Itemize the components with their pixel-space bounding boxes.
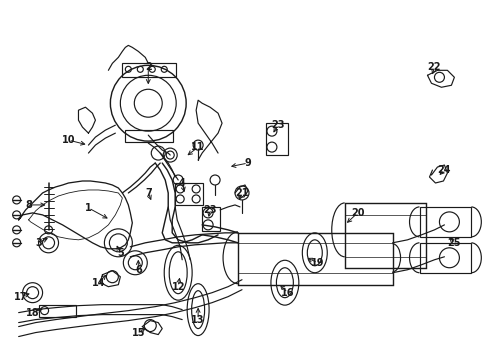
Text: 9: 9	[244, 158, 251, 168]
Text: 21: 21	[235, 188, 248, 198]
Text: 2: 2	[144, 62, 151, 72]
Text: 25: 25	[447, 238, 460, 248]
Bar	[202, 207, 220, 231]
Bar	[125, 130, 173, 142]
Text: 8: 8	[25, 200, 32, 210]
Text: 19: 19	[310, 258, 324, 268]
Text: 3: 3	[35, 238, 42, 248]
Text: 18: 18	[26, 308, 40, 318]
Text: 24: 24	[437, 165, 450, 175]
Bar	[175, 183, 203, 205]
Text: 16: 16	[281, 288, 294, 298]
Text: 22: 22	[427, 62, 440, 72]
Text: 6: 6	[135, 265, 142, 275]
Bar	[238, 233, 392, 285]
Text: 15: 15	[131, 328, 145, 338]
Text: 17: 17	[14, 292, 27, 302]
Bar	[39, 305, 76, 316]
Text: 23: 23	[271, 120, 284, 130]
Text: 11: 11	[191, 142, 204, 152]
Bar	[419, 243, 470, 273]
Text: 5: 5	[117, 248, 123, 258]
Bar	[419, 207, 470, 237]
Text: 14: 14	[91, 278, 105, 288]
Text: 7: 7	[144, 188, 151, 198]
Text: 13: 13	[191, 315, 204, 325]
Text: 12: 12	[171, 282, 184, 292]
Bar	[122, 63, 176, 77]
Text: 4: 4	[179, 178, 185, 188]
Bar	[344, 203, 426, 268]
Text: 10: 10	[61, 135, 75, 145]
Text: 23: 23	[203, 205, 216, 215]
Text: 20: 20	[350, 208, 364, 218]
Text: 1: 1	[85, 203, 92, 213]
Bar	[265, 123, 287, 155]
